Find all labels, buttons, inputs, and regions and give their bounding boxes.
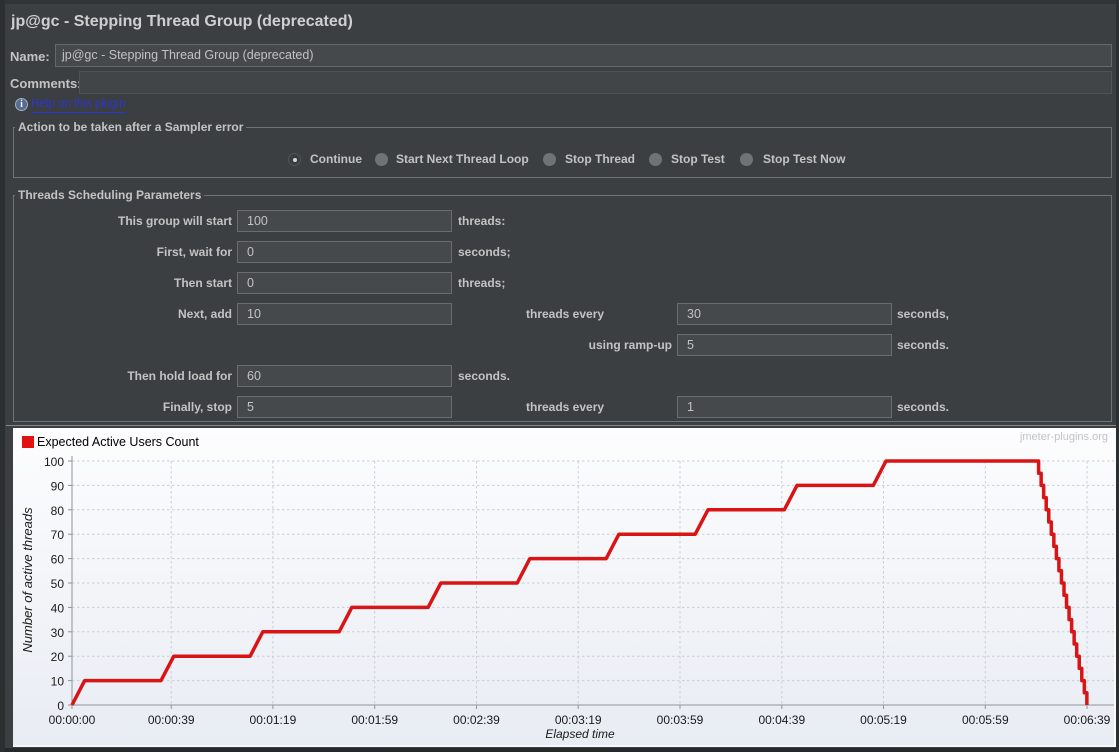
svg-text:00:06:39: 00:06:39 <box>1064 713 1111 727</box>
svg-text:00:02:39: 00:02:39 <box>453 713 500 727</box>
svg-text:00:00:00: 00:00:00 <box>49 713 96 727</box>
svg-text:70: 70 <box>51 528 65 542</box>
svg-text:Expected Active Users Count: Expected Active Users Count <box>37 435 199 449</box>
svg-text:60: 60 <box>51 553 65 567</box>
svg-text:00:01:59: 00:01:59 <box>351 713 398 727</box>
svg-text:jmeter-plugins.org: jmeter-plugins.org <box>1019 431 1108 443</box>
svg-text:00:00:39: 00:00:39 <box>148 713 195 727</box>
svg-text:00:01:19: 00:01:19 <box>250 713 297 727</box>
svg-text:50: 50 <box>51 577 65 591</box>
svg-text:00:05:59: 00:05:59 <box>962 713 1009 727</box>
svg-text:00:04:39: 00:04:39 <box>758 713 805 727</box>
svg-text:80: 80 <box>51 504 65 518</box>
svg-text:00:03:19: 00:03:19 <box>555 713 602 727</box>
svg-text:20: 20 <box>51 650 65 664</box>
svg-text:30: 30 <box>51 626 65 640</box>
svg-text:40: 40 <box>51 601 65 615</box>
svg-text:00:03:59: 00:03:59 <box>657 713 704 727</box>
svg-text:Elapsed time: Elapsed time <box>545 727 615 741</box>
svg-text:90: 90 <box>51 479 65 493</box>
svg-text:0: 0 <box>57 699 64 713</box>
svg-text:100: 100 <box>44 455 64 469</box>
svg-text:Number of active threads: Number of active threads <box>20 507 35 653</box>
svg-text:00:05:19: 00:05:19 <box>860 713 907 727</box>
svg-text:10: 10 <box>51 675 65 689</box>
